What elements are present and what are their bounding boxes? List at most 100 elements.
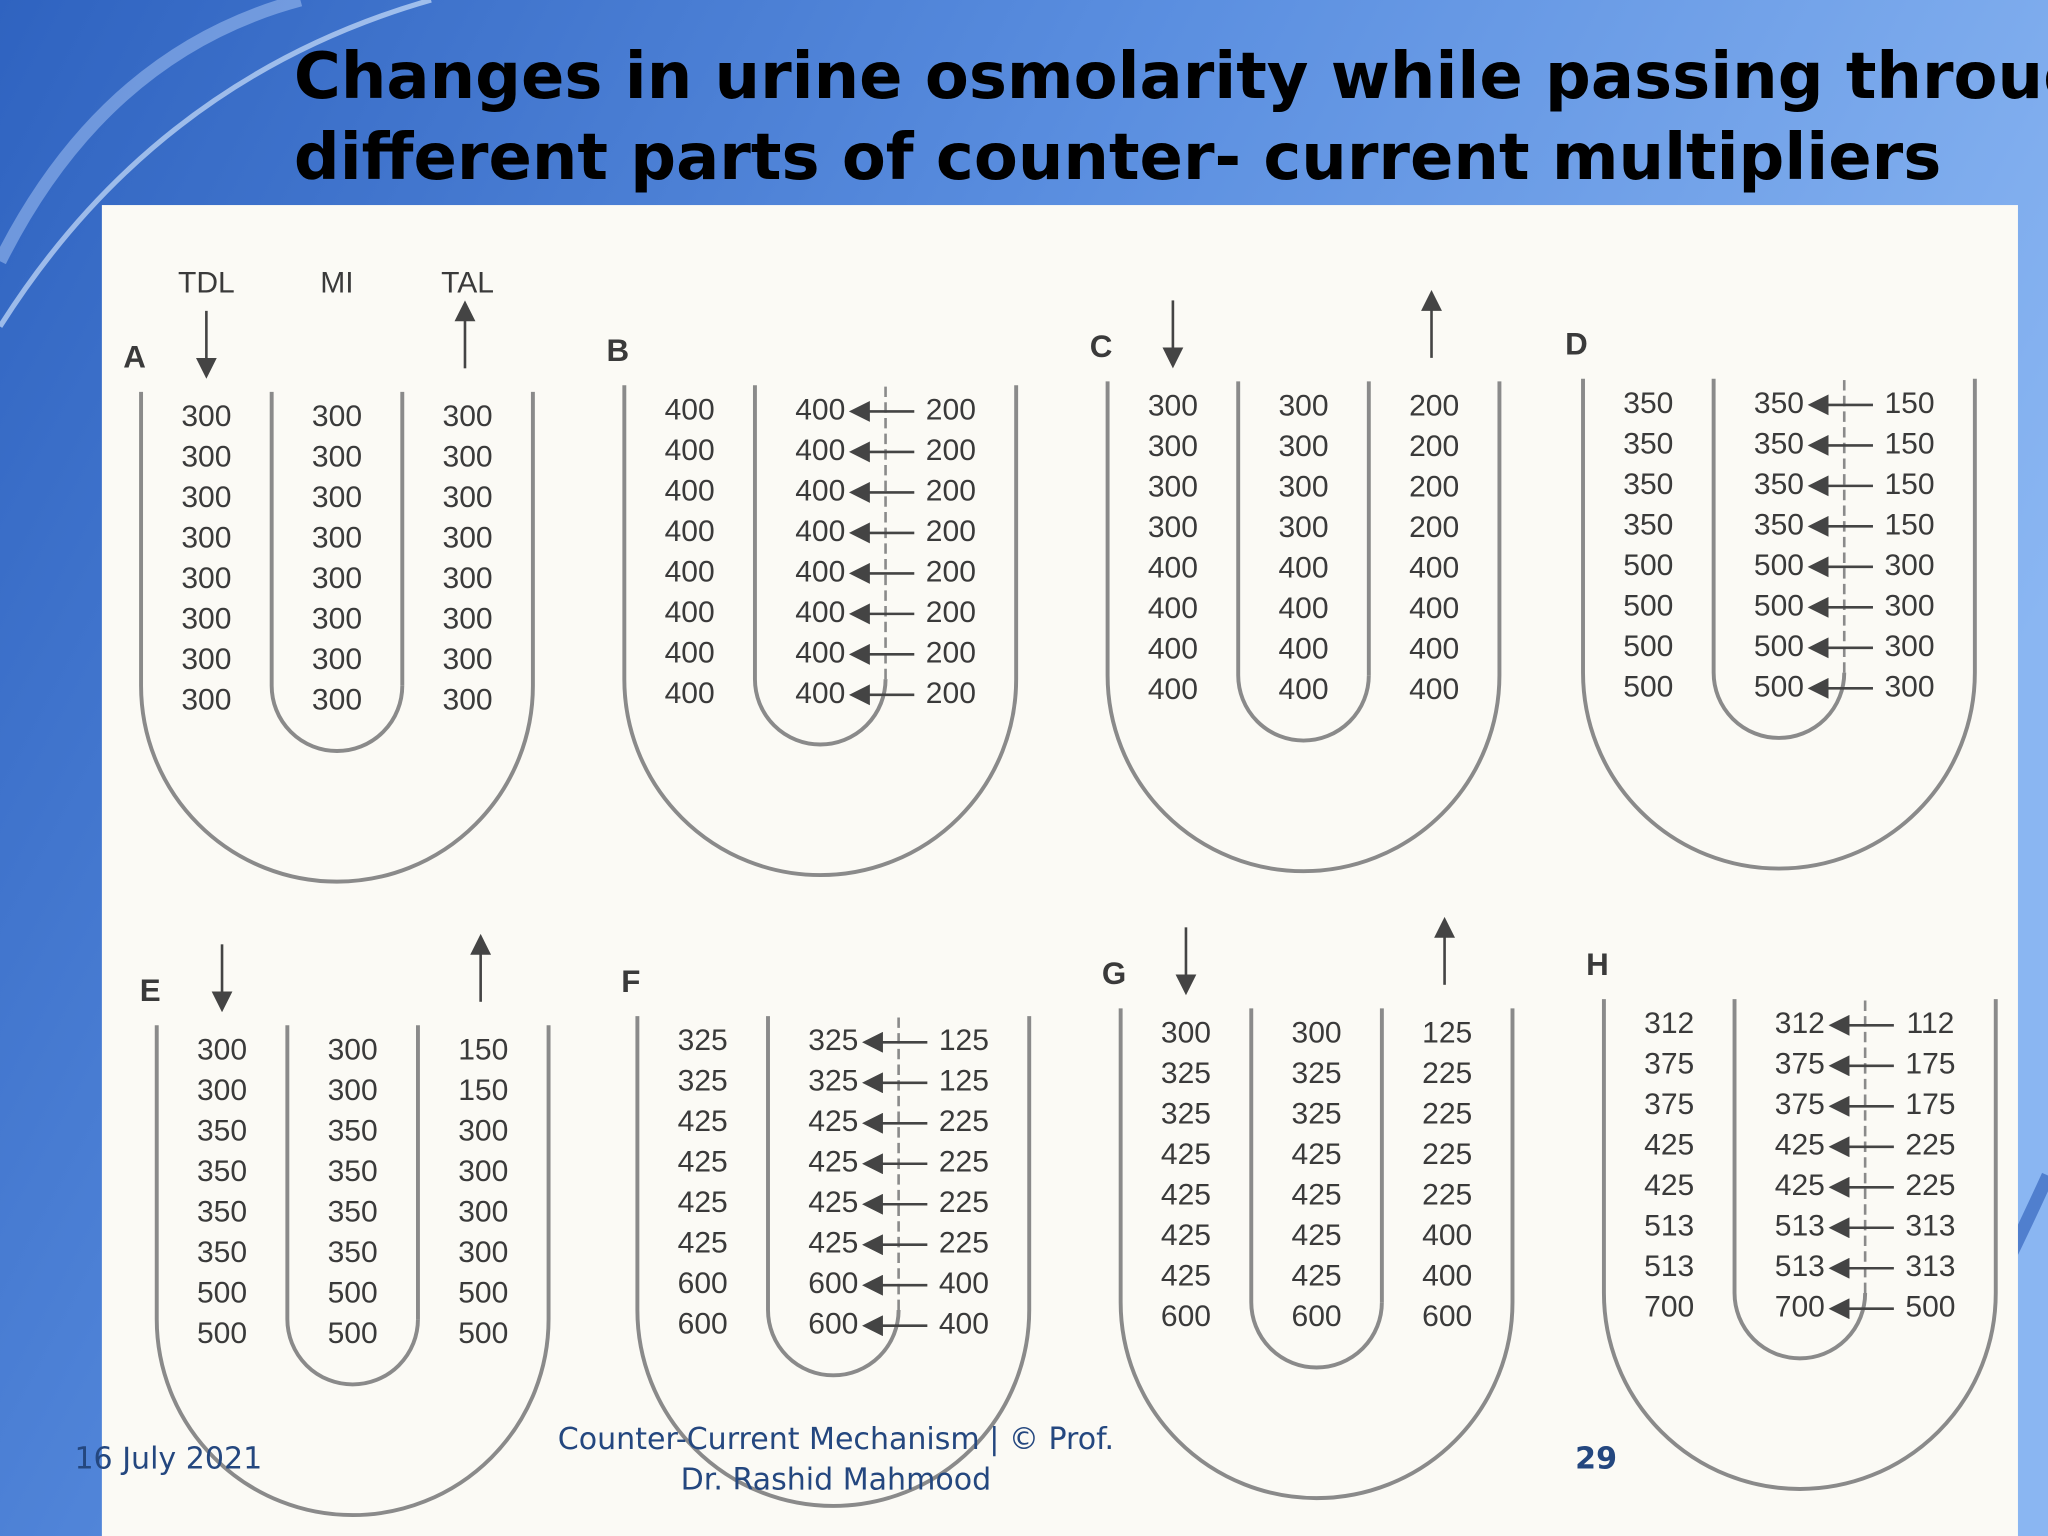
osmolarity-value: 500 [328, 1276, 378, 1309]
outer-tubule [1105, 381, 1502, 874]
osmolarity-value: 700 [1644, 1291, 1694, 1324]
osmolarity-value: 150 [458, 1033, 508, 1066]
osmolarity-value: 313 [1905, 1210, 1955, 1243]
panel-label: H [1586, 947, 1609, 982]
osmolarity-value: 500 [458, 1276, 508, 1309]
osmolarity-value: 300 [181, 400, 231, 433]
osmolarity-value: 300 [1278, 511, 1328, 544]
osmolarity-value: 500 [1623, 630, 1673, 663]
osmolarity-value: 375 [1775, 1048, 1825, 1081]
inner-tubule [1249, 1008, 1384, 1370]
osmolarity-value: 300 [443, 440, 493, 473]
osmolarity-value: 313 [1905, 1250, 1955, 1283]
osmolarity-value: 425 [1161, 1138, 1211, 1171]
osmolarity-value: 300 [328, 1033, 378, 1066]
osmolarity-value: 300 [1278, 430, 1328, 463]
osmolarity-value: 400 [1148, 592, 1198, 625]
osmolarity-value: 400 [665, 555, 715, 588]
osmolarity-value: 375 [1644, 1088, 1694, 1121]
osmolarity-value: 400 [795, 596, 845, 629]
osmolarity-value: 400 [795, 393, 845, 426]
osmolarity-value: 200 [1409, 511, 1459, 544]
osmolarity-value: 300 [1884, 589, 1934, 622]
osmolarity-value: 400 [939, 1308, 989, 1341]
osmolarity-value: 425 [808, 1105, 858, 1138]
osmolarity-value: 350 [328, 1195, 378, 1228]
osmolarity-value: 300 [181, 481, 231, 514]
inner-tubule [752, 385, 888, 747]
osmolarity-value: 400 [1278, 673, 1328, 706]
osmolarity-value: 400 [1409, 551, 1459, 584]
panel-label: F [621, 964, 640, 999]
osmolarity-value: 300 [1292, 1016, 1342, 1049]
osmolarity-value: 300 [312, 521, 362, 554]
osmolarity-value: 425 [678, 1227, 728, 1260]
osmolarity-value: 200 [1409, 470, 1459, 503]
osmolarity-value: 400 [1148, 632, 1198, 665]
osmolarity-value: 600 [808, 1308, 858, 1341]
osmolarity-value: 500 [458, 1317, 508, 1350]
osmolarity-value: 325 [678, 1065, 728, 1098]
osmolarity-value: 400 [665, 596, 715, 629]
osmolarity-value: 400 [795, 515, 845, 548]
osmolarity-value: 350 [1623, 387, 1673, 420]
outer-tubule [635, 1016, 1032, 1508]
osmolarity-value: 350 [1754, 387, 1804, 420]
osmolarity-value: 425 [808, 1186, 858, 1219]
osmolarity-value: 300 [1148, 511, 1198, 544]
osmolarity-value: 425 [678, 1146, 728, 1179]
osmolarity-value: 150 [1884, 508, 1934, 541]
osmolarity-value: 400 [1278, 592, 1328, 625]
osmolarity-value: 425 [1161, 1219, 1211, 1252]
panel-label: B [606, 333, 629, 368]
swoosh [0, 0, 432, 328]
osmolarity-value: 200 [926, 555, 976, 588]
osmolarity-value: 425 [678, 1186, 728, 1219]
osmolarity-value: 350 [197, 1236, 247, 1269]
panel-label: A [123, 339, 146, 374]
osmolarity-value: 300 [443, 521, 493, 554]
footer-text: Counter-Current Mechanism | © Prof. [558, 1422, 1114, 1457]
osmolarity-value: 513 [1775, 1250, 1825, 1283]
osmolarity-value: 400 [795, 636, 845, 669]
osmolarity-value: 200 [926, 474, 976, 507]
osmolarity-value: 375 [1775, 1088, 1825, 1121]
osmolarity-value: 500 [1754, 549, 1804, 582]
osmolarity-value: 425 [808, 1146, 858, 1179]
osmolarity-value: 400 [1278, 551, 1328, 584]
osmolarity-value: 500 [1623, 589, 1673, 622]
osmolarity-value: 425 [1644, 1169, 1694, 1202]
osmolarity-value: 225 [939, 1105, 989, 1138]
diagram: A TDL MI TAL 300 300 300 300 300 300 300 300 300 300 3… [123, 267, 1998, 1517]
outer-tubule [154, 1025, 551, 1517]
osmolarity-value: 350 [197, 1155, 247, 1188]
osmolarity-value: 600 [1422, 1300, 1472, 1333]
osmolarity-value: 400 [665, 474, 715, 507]
osmolarity-value: 400 [1148, 551, 1198, 584]
osmolarity-value: 325 [1292, 1057, 1342, 1090]
osmolarity-value: 300 [443, 481, 493, 514]
osmolarity-value: 500 [1754, 670, 1804, 703]
osmolarity-value: 350 [328, 1236, 378, 1269]
osmolarity-value: 400 [665, 636, 715, 669]
osmolarity-value: 125 [1422, 1016, 1472, 1049]
inner-tubule [1711, 378, 1847, 740]
osmolarity-value: 200 [926, 393, 976, 426]
osmolarity-value: 225 [1905, 1129, 1955, 1162]
osmolarity-value: 300 [443, 602, 493, 635]
osmolarity-value: 400 [665, 434, 715, 467]
osmolarity-value: 500 [328, 1317, 378, 1350]
osmolarity-value: 425 [1161, 1178, 1211, 1211]
osmolarity-value: 200 [1409, 430, 1459, 463]
osmolarity-value: 500 [1754, 630, 1804, 663]
osmolarity-value: 175 [1905, 1048, 1955, 1081]
osmolarity-value: 400 [1409, 632, 1459, 665]
osmolarity-value: 150 [1884, 427, 1934, 460]
outer-tubule [1581, 378, 1977, 871]
osmolarity-value: 350 [1754, 427, 1804, 460]
outer-tubule [139, 391, 535, 884]
osmolarity-value: 300 [1148, 470, 1198, 503]
osmolarity-value: 500 [197, 1317, 247, 1350]
osmolarity-value: 400 [795, 555, 845, 588]
osmolarity-value: 425 [678, 1105, 728, 1138]
